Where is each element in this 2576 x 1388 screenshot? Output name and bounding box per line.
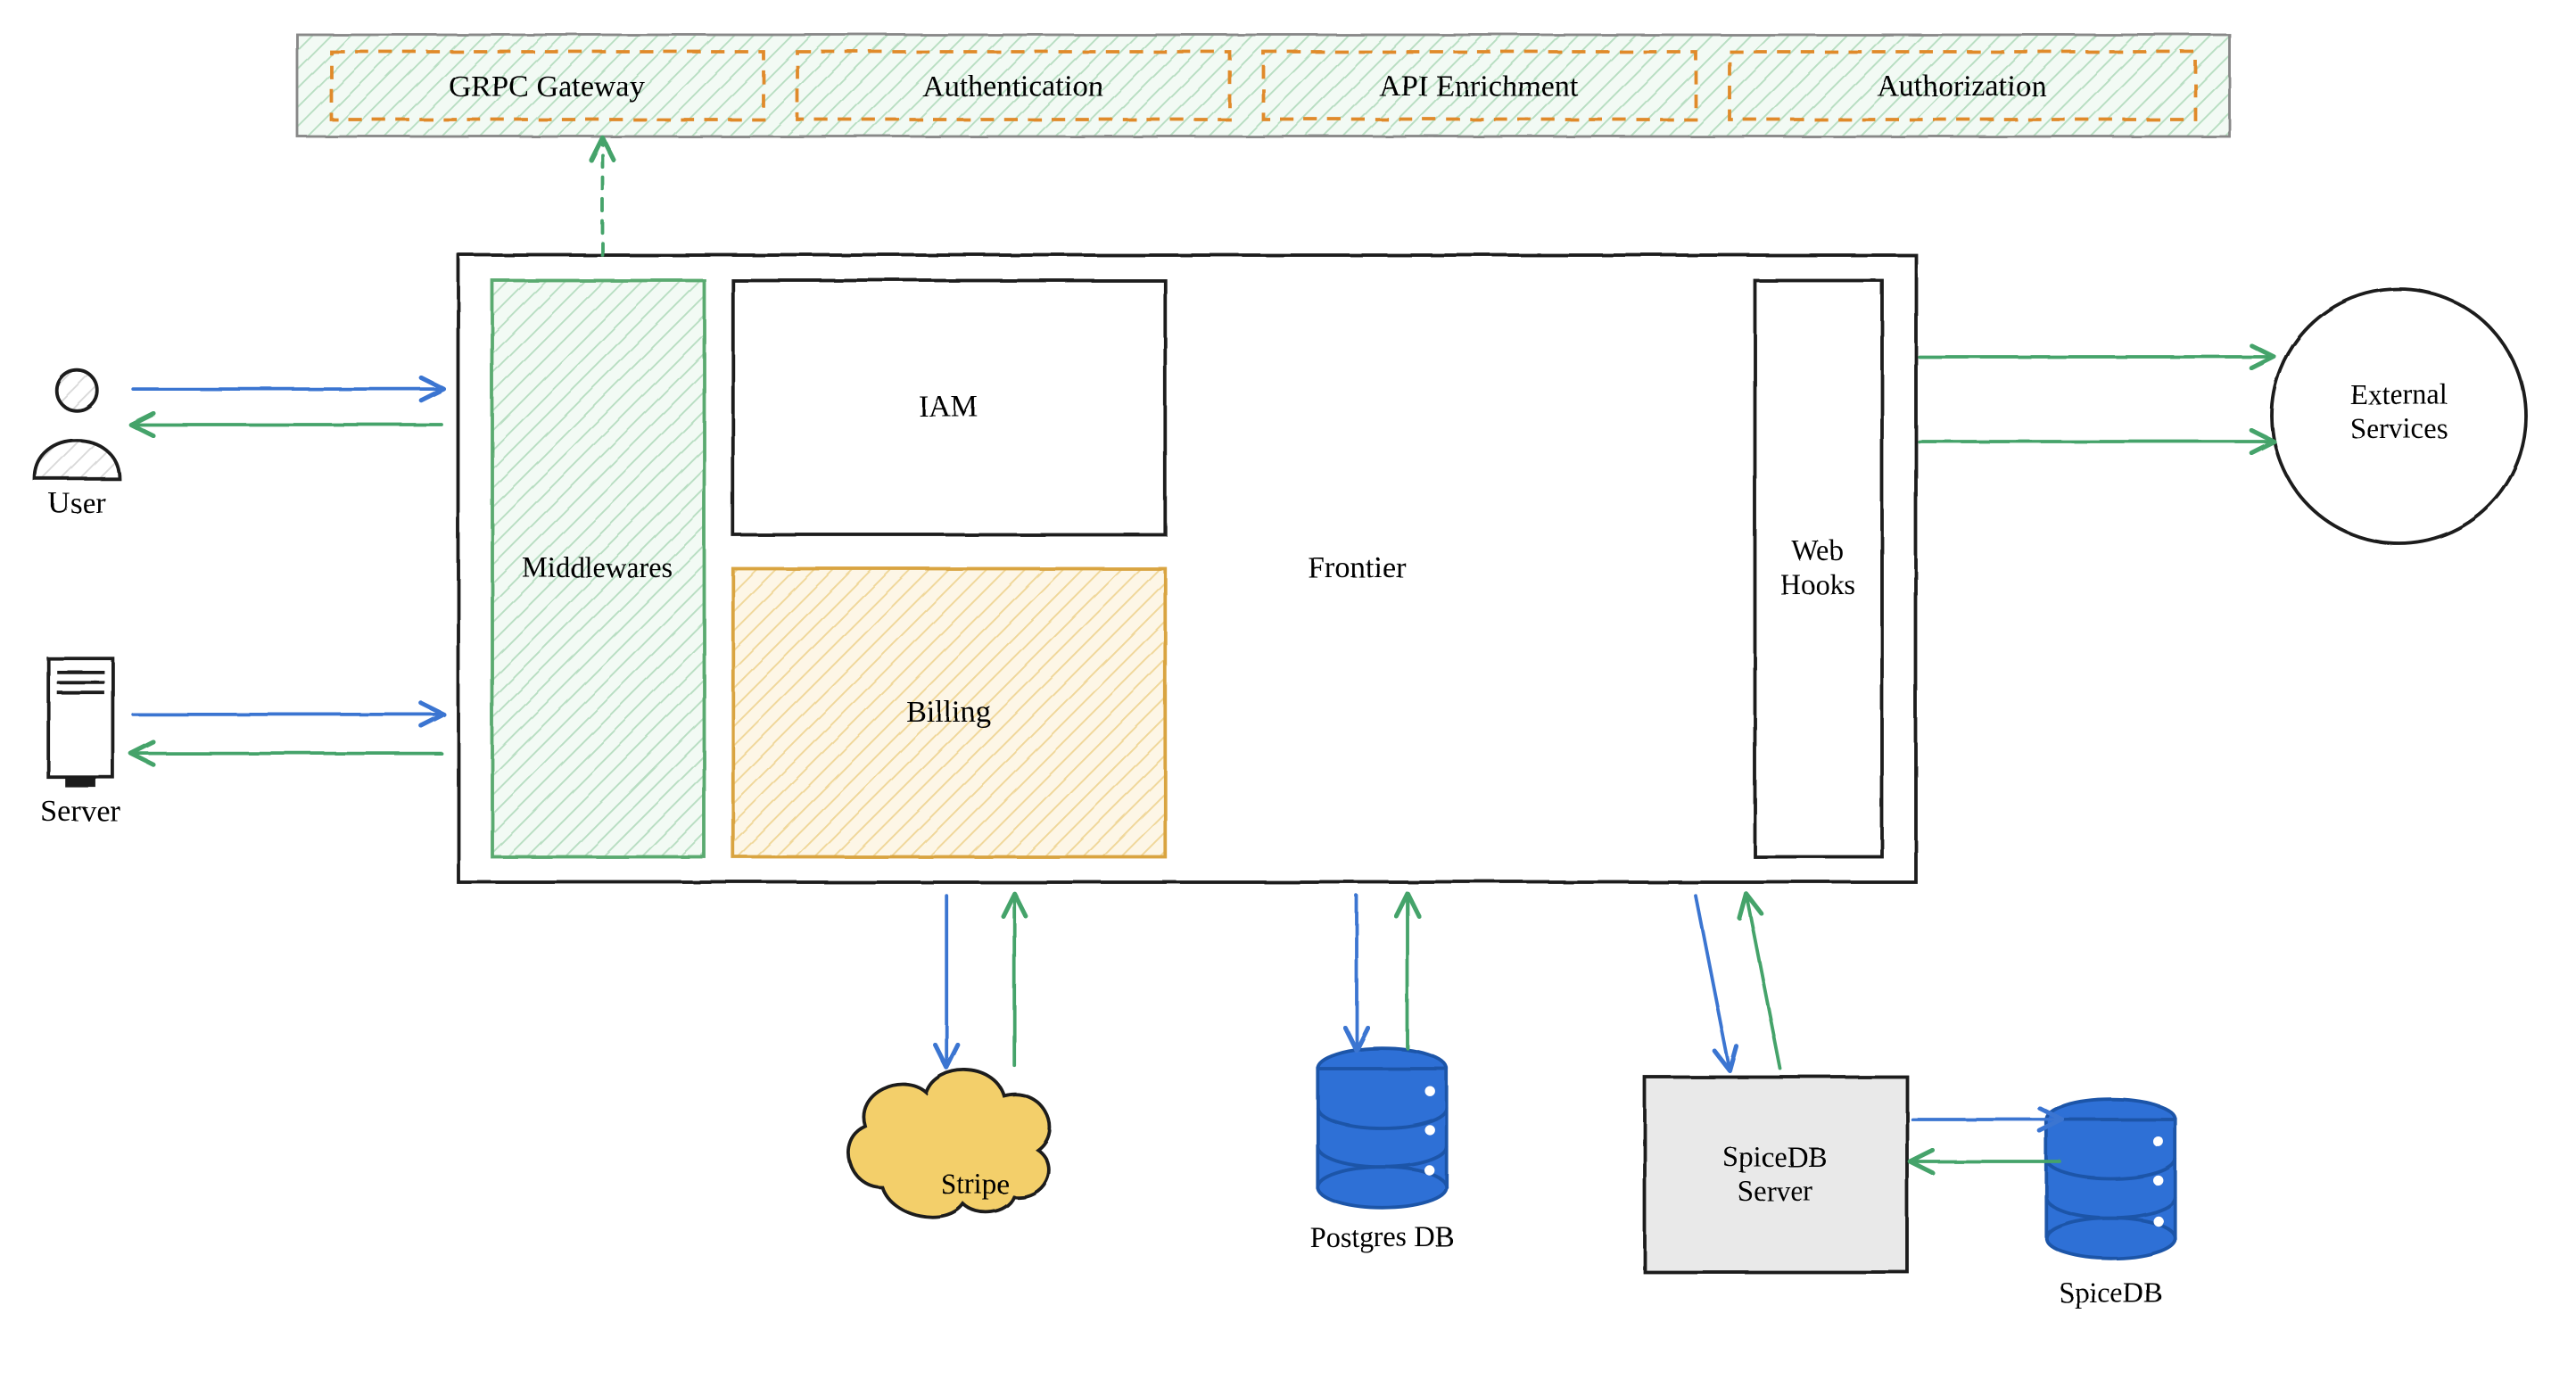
label-middlewares: Middlewares — [521, 550, 672, 582]
database-icon — [1317, 1047, 1445, 1207]
label-server: Server — [40, 795, 120, 828]
edge-frontier-spice-up — [1746, 895, 1779, 1068]
node-webhooks: WebHooks — [1754, 280, 1882, 856]
label-spicedb: SpiceDB — [2058, 1276, 2162, 1308]
node-authorization: Authorization — [1729, 51, 2195, 119]
label-frontier: Frontier — [1307, 550, 1406, 583]
architecture-diagram: GRPC Gateway Authentication API Enrichme… — [0, 0, 2576, 1356]
label-authorization: Authorization — [1876, 70, 2045, 103]
label-postgres: Postgres DB — [1309, 1220, 1453, 1252]
node-iam: IAM — [732, 280, 1165, 534]
node-billing: Billing — [732, 568, 1165, 856]
database-icon — [2045, 1098, 2174, 1258]
label-stripe: Stripe — [940, 1168, 1009, 1200]
node-postgres: Postgres DB — [1309, 1047, 1453, 1252]
actor-server: Server — [40, 657, 120, 827]
node-stripe: Stripe — [847, 1069, 1049, 1216]
label-grpc-gateway: GRPC Gateway — [448, 70, 643, 103]
label-authentication: Authentication — [921, 70, 1102, 103]
edge-frontier-spice-down — [1695, 895, 1729, 1068]
label-user: User — [47, 486, 105, 519]
node-middlewares: Middlewares — [491, 280, 704, 856]
label-api-enrichment: API Enrichment — [1378, 70, 1578, 103]
node-spicedb-server: SpiceDBServer — [1644, 1077, 1907, 1272]
node-api-enrichment: API Enrichment — [1263, 51, 1696, 119]
label-billing: Billing — [905, 695, 990, 728]
node-spicedb: SpiceDB — [2045, 1098, 2174, 1308]
node-external-services: ExternalServices — [2271, 288, 2525, 542]
label-iam: IAM — [918, 390, 977, 423]
actor-user: User — [34, 369, 119, 519]
node-authentication: Authentication — [797, 51, 1229, 119]
node-grpc-gateway: GRPC Gateway — [331, 51, 764, 119]
